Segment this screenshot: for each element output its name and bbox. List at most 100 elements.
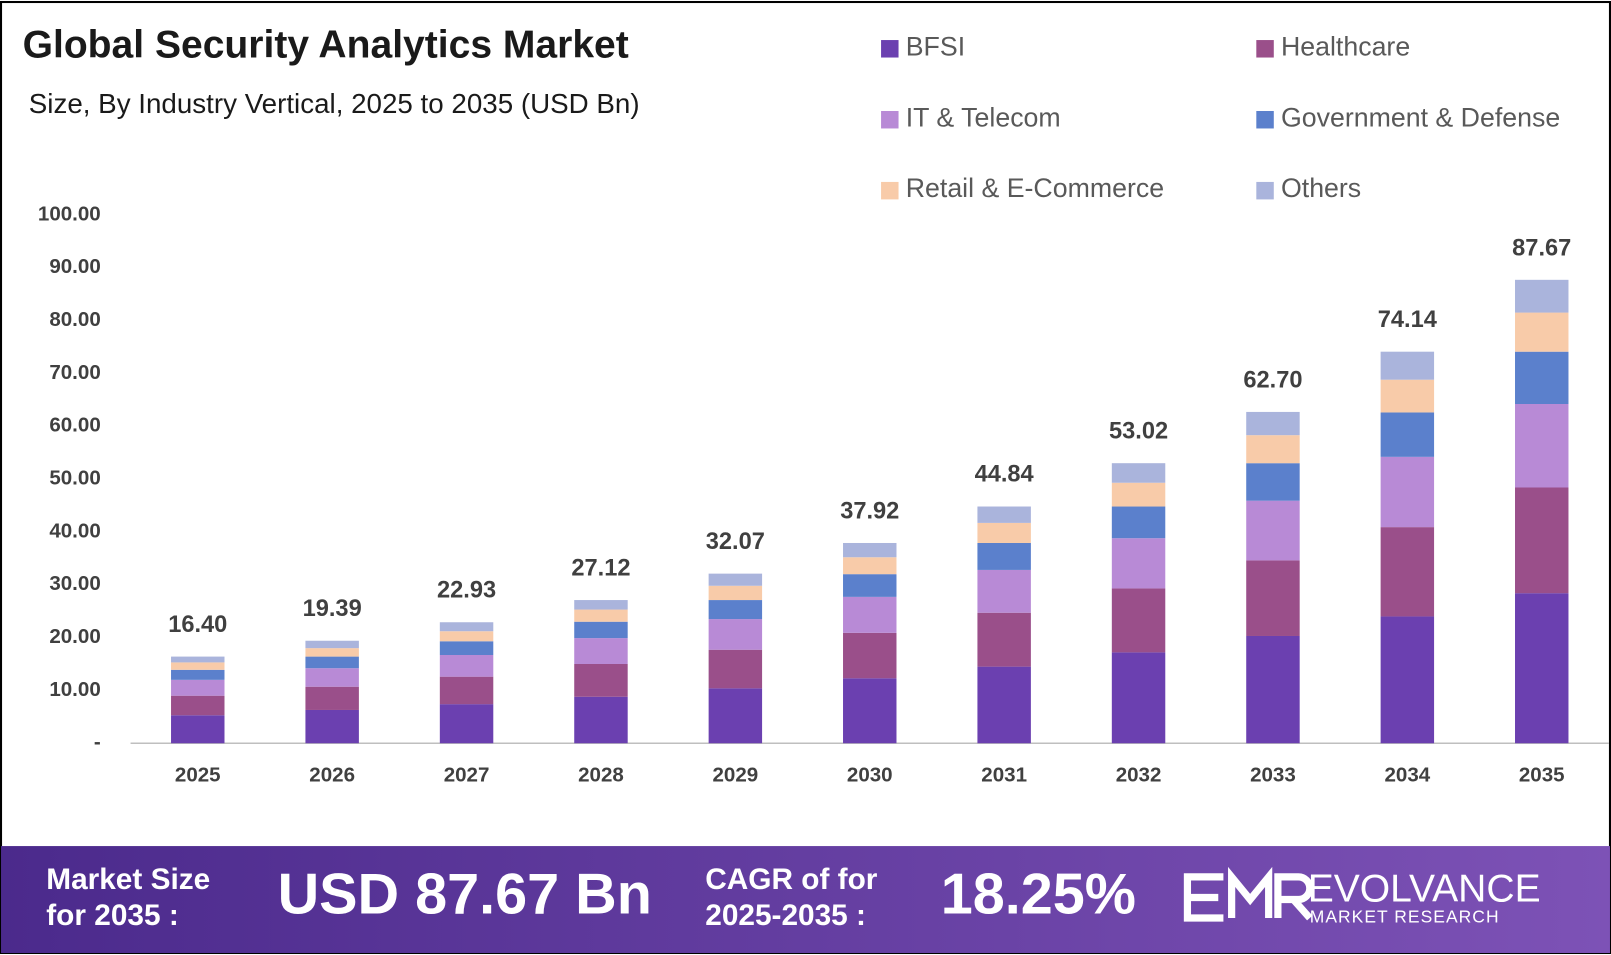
total-label: 16.40 [168,612,227,638]
bar-segment [439,676,494,705]
x-tick-label: 2031 [981,764,1027,787]
x-tick-label: 2035 [1519,764,1565,787]
bar-segment [977,506,1031,523]
bar-segment [1246,500,1300,561]
bar-segment [171,656,225,663]
bar-segment [1380,351,1435,380]
bar-segment [977,522,1031,543]
bar-segment [574,638,628,664]
bar-segment [977,666,1031,744]
total-label: 27.12 [571,555,630,581]
total-label: 62.70 [1243,367,1302,393]
footer-label: CAGR of for [705,863,878,896]
bar-segment [305,648,359,657]
bar-segment [305,686,359,710]
bar-segment [1380,456,1435,528]
bar-segment [171,679,225,696]
x-tick-label: 2032 [1116,764,1162,787]
bar-segment [574,600,628,610]
total-label: 22.93 [437,577,496,603]
bar-segment [574,663,628,697]
total-label: 19.39 [303,596,362,622]
legend-swatch [881,181,899,200]
y-tick-label: 70.00 [49,361,100,384]
legend-label: Healthcare [1281,31,1410,61]
bar-segment [708,600,763,620]
total-label: 37.92 [840,498,899,524]
y-tick-label: 50.00 [49,466,100,489]
bar-segment [574,609,628,622]
legend-label: BFSI [906,31,965,61]
bar-segment [171,669,225,680]
legend-label: Retail & E-Commerce [906,173,1164,203]
footer-band [1,846,1610,953]
brand-name: EVOLVANCE [1308,868,1541,911]
x-tick-label: 2027 [444,764,490,787]
bar-segment [1246,635,1300,744]
y-tick-label: 30.00 [49,572,100,595]
bar-segment [1111,482,1166,507]
y-tick-label: 100.00 [38,202,101,225]
bar-segment [977,542,1031,570]
footer-label: Market Size [46,863,210,896]
bar-segment [1515,279,1569,313]
bar-segment [1380,527,1435,617]
bar-segment [843,542,897,558]
logo-icon [1183,866,1314,922]
legend-swatch [881,40,899,58]
bar-segment [1111,463,1166,483]
x-tick-label: 2034 [1384,764,1430,787]
bar-segment [439,622,494,632]
bar-segment [708,573,763,586]
bar-segment [1515,351,1569,405]
x-tick-label: 2029 [712,764,758,787]
footer-value: 18.25% [941,863,1136,927]
bar-segment [1111,588,1166,653]
bar-segment [1515,404,1569,488]
y-tick-label: 90.00 [49,255,100,278]
bar-segment [843,574,897,597]
bar-segment [305,668,359,687]
bar-segment [1111,538,1166,589]
chart-title: Global Security Analytics Market [23,24,629,67]
bar-segment [171,695,225,716]
x-tick-label: 2026 [309,764,355,787]
bar-segment [1111,506,1166,539]
brand-sub: MARKET RESEARCH [1310,907,1500,927]
bar-segment [439,631,494,642]
legend-swatch [1256,110,1274,129]
bar-segment [1246,435,1300,464]
bar-segment [708,649,763,689]
bar-segment [574,621,628,639]
y-tick-label: - [94,731,101,754]
legend-swatch [1256,181,1274,200]
bar-segment [977,612,1031,667]
bar-segment [305,656,359,669]
y-tick-label: 20.00 [49,625,100,648]
bar-segment [1246,411,1300,436]
total-label: 87.67 [1512,235,1571,261]
total-label: 32.07 [706,529,765,555]
bar-segment [708,688,763,744]
bar-segment [574,696,628,744]
bar-segment [843,596,897,633]
y-tick-label: 80.00 [49,308,100,331]
chart-subtitle: Size, By Industry Vertical, 2025 to 2035… [29,88,640,119]
bar-segment [305,640,359,649]
total-label: 53.02 [1109,418,1168,444]
total-label: 44.84 [975,462,1035,488]
bar-segment [708,619,763,650]
bar-segment [1380,379,1435,413]
x-tick-label: 2025 [175,764,221,787]
bar-segment [1515,593,1569,744]
bar-segment [1246,463,1300,501]
bar-segment [1380,616,1435,744]
bar-segment [843,678,897,744]
bar-segment [439,704,494,744]
y-tick-label: 10.00 [49,678,100,701]
bar-segment [171,715,225,744]
bar-segment [1515,487,1569,594]
bar-segment [977,569,1031,613]
